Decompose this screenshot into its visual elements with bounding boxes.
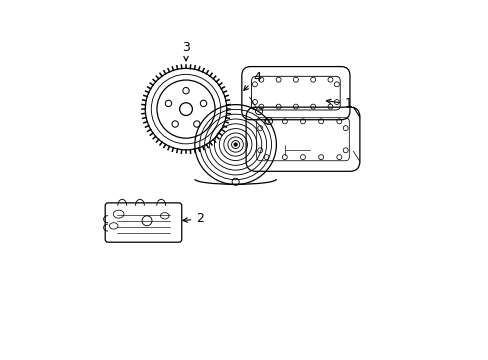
Text: 4: 4 xyxy=(244,71,260,90)
Circle shape xyxy=(233,143,237,146)
Text: 1: 1 xyxy=(326,97,352,110)
Text: 3: 3 xyxy=(182,41,189,61)
Text: 2: 2 xyxy=(183,212,203,225)
